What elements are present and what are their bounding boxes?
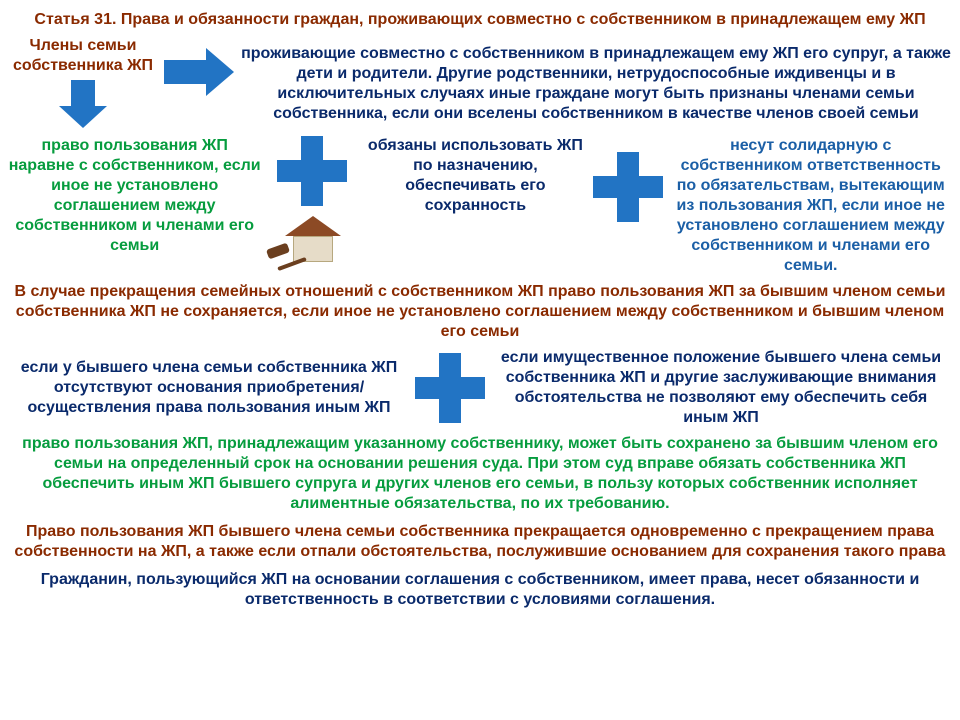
rights-equal: право пользования ЖП наравне с собственн… [8,136,261,256]
duty-use: обязаны использовать ЖП по назначению, о… [363,136,587,216]
house-gavel-icon [267,206,357,266]
row-members: Члены семьи собственника ЖП проживающие … [8,36,952,132]
plus-and-house-column [267,136,357,266]
row-rights-duties: право пользования ЖП наравне с собственн… [8,136,952,276]
condition-financial: если имущественное положение бывшего чле… [491,348,951,428]
condition-no-grounds: если у бывшего члена семьи собственника … [9,358,409,418]
plus-icon [593,152,663,222]
arrow-down-icon [59,80,107,128]
title-text: Статья 31. Права и обязанности граждан, … [34,11,925,28]
row-conditions: если у бывшего члена семьи собственника … [8,348,952,428]
plus-icon [277,136,347,206]
right-termination-paragraph: Право пользования ЖП бывшего члена семьи… [8,522,952,562]
plus-icon [415,353,485,423]
solidary-liability: несут солидарную с собственником ответст… [669,136,952,276]
members-definition: проживающие совместно с собственником в … [240,44,952,124]
termination-paragraph: В случае прекращения семейных отношений … [8,282,952,342]
page-title: Статья 31. Права и обязанности граждан, … [8,10,952,30]
agreement-paragraph: Гражданин, пользующийся ЖП на основании … [8,570,952,610]
members-column: Члены семьи собственника ЖП [8,36,158,132]
court-retain-paragraph: право пользования ЖП, принадлежащим указ… [8,434,952,514]
arrow-right-icon [164,48,234,96]
members-label: Члены семьи собственника ЖП [8,36,158,76]
